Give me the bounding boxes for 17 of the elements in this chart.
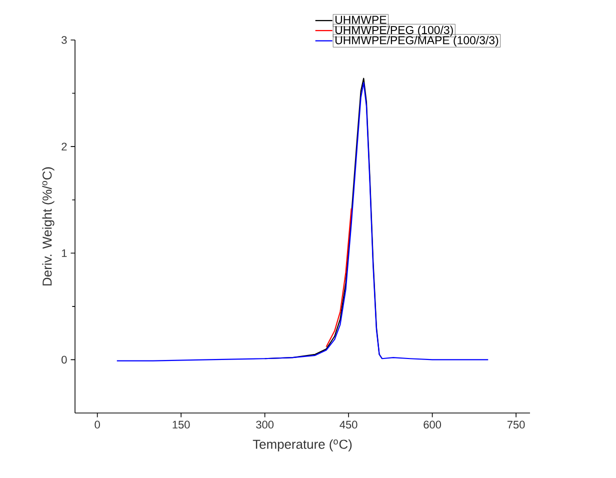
- line-series: [326, 208, 352, 348]
- y-axis-title: Deriv. Weight (%/$^{o}$C): [42, 167, 54, 286]
- x-tick-label: 300: [256, 420, 274, 429]
- x-tick-label: 600: [424, 420, 442, 429]
- x-tick-label: 0: [94, 420, 100, 429]
- y-tick-label: 2: [62, 142, 67, 150]
- y-tick-label: 0: [62, 356, 67, 364]
- y-tick-label: 3: [62, 36, 67, 44]
- y-tick-label: 1: [62, 249, 67, 257]
- x-tick-label: 450: [340, 420, 358, 429]
- x-tick-label: 750: [507, 420, 525, 429]
- line-series: [116, 82, 489, 362]
- x-tick-label: 150: [172, 420, 190, 429]
- legend-label: UHMWPE: [335, 16, 386, 24]
- legend-label: UHMWPE/PEG/MAPE (100/3/3): [335, 36, 498, 47]
- legend-label: UHMWPE/PEG (100/3): [335, 26, 453, 36]
- x-axis-title: Temperature ($^{o}$C): [252, 439, 352, 452]
